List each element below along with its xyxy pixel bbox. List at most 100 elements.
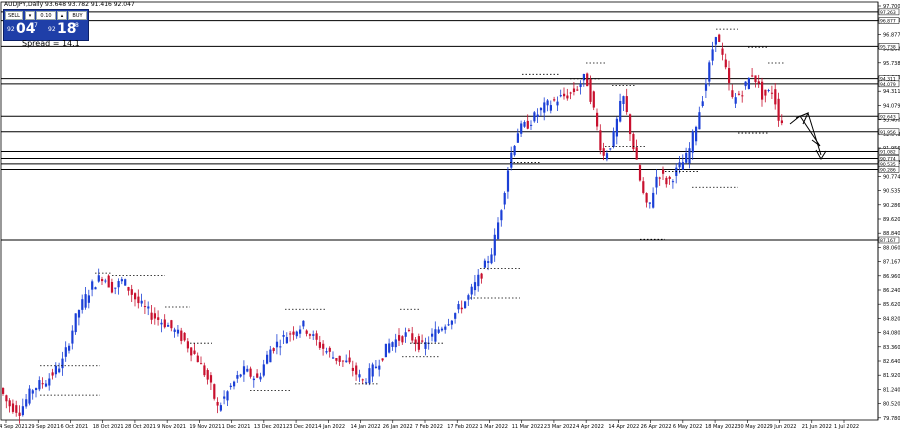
bearish-candle xyxy=(774,89,777,105)
bearish-candle xyxy=(127,287,130,291)
bearish-candle xyxy=(101,279,104,282)
bullish-candle xyxy=(325,351,328,353)
bullish-candle xyxy=(94,287,97,290)
bearish-candle xyxy=(589,79,592,102)
time-axis-label: 19 Nov 2021 xyxy=(189,424,221,430)
bearish-candle xyxy=(315,333,318,340)
bearish-candle xyxy=(398,335,401,341)
bearish-candle xyxy=(196,355,199,363)
bearish-candle xyxy=(586,73,589,87)
level-price-label: 90.774 xyxy=(880,156,896,162)
bullish-candle xyxy=(160,322,163,325)
bullish-candle xyxy=(332,357,335,359)
lot-size-input[interactable]: 0.10 xyxy=(36,11,56,20)
bearish-candle xyxy=(780,120,783,124)
bearish-candle xyxy=(728,68,731,83)
bearish-candle xyxy=(256,373,259,378)
bullish-candle xyxy=(246,368,249,372)
sell-price-main[interactable]: 04 xyxy=(16,21,36,37)
bearish-candle xyxy=(203,365,206,376)
bearish-candle xyxy=(668,176,671,179)
bullish-candle xyxy=(77,310,81,318)
bullish-candle xyxy=(378,365,381,370)
bullish-candle xyxy=(579,83,582,88)
lot-increase-button[interactable]: ▴ xyxy=(57,11,67,20)
bullish-candle xyxy=(25,399,28,407)
bullish-candle xyxy=(87,295,90,303)
bullish-candle xyxy=(457,304,460,310)
bullish-candle xyxy=(302,320,305,327)
bullish-candle xyxy=(64,347,67,357)
time-axis-label: 1 Jul 2022 xyxy=(834,424,859,430)
bearish-candle xyxy=(754,75,757,83)
arrow-head xyxy=(795,112,809,125)
plot-frame xyxy=(0,1,879,421)
bullish-candle xyxy=(431,333,434,337)
lot-decrease-button[interactable]: ▾ xyxy=(25,11,35,20)
bearish-candle xyxy=(5,395,8,402)
bullish-candle xyxy=(388,343,391,353)
bullish-candle xyxy=(44,383,48,387)
bearish-candle xyxy=(107,275,110,288)
level-price-label: 87.167 xyxy=(880,238,896,244)
price-axis-label: 90.286 xyxy=(883,203,900,209)
bullish-candle xyxy=(437,329,440,333)
bullish-candle xyxy=(266,354,269,364)
bullish-candle xyxy=(477,274,480,287)
level-price-label: 97.263 xyxy=(880,10,896,16)
bullish-candle xyxy=(744,81,747,87)
buy-price-prefix: 92 xyxy=(48,26,56,33)
bullish-candle xyxy=(671,181,675,183)
arrow-head xyxy=(815,149,827,160)
bearish-candle xyxy=(414,339,417,345)
time-axis-label: 6 May 2022 xyxy=(673,424,702,430)
buy-price-main[interactable]: 18 xyxy=(57,21,77,37)
level-price-label: 92.643 xyxy=(880,114,896,120)
projection-arrow-line[interactable] xyxy=(789,115,821,147)
bullish-candle xyxy=(454,313,457,319)
bearish-candle xyxy=(193,350,196,354)
bullish-candle xyxy=(97,275,100,282)
bearish-candle xyxy=(51,372,54,376)
bearish-candle xyxy=(18,412,21,416)
sell-price-prefix: 92 xyxy=(7,26,15,33)
bullish-candle xyxy=(91,281,94,290)
bearish-candle xyxy=(200,363,203,365)
bearish-candle xyxy=(662,169,665,174)
bullish-candle xyxy=(539,107,543,111)
bullish-candle xyxy=(533,112,536,122)
time-axis-label: 23 Mar 2022 xyxy=(544,424,576,430)
time-axis-label: 26 Jan 2022 xyxy=(383,424,413,430)
time-axis-label: 6 Oct 2021 xyxy=(60,424,88,430)
bearish-candle xyxy=(183,332,186,341)
time-axis-label: 11 Mar 2022 xyxy=(512,424,544,430)
level-price-label: 90.286 xyxy=(880,168,896,174)
price-axis-label: 86.240 xyxy=(883,288,900,294)
bullish-candle xyxy=(655,176,658,188)
bullish-candle xyxy=(619,100,622,122)
bearish-candle xyxy=(764,89,767,96)
bearish-candle xyxy=(318,342,321,348)
bearish-candle xyxy=(134,293,137,300)
sell-button[interactable]: SELL xyxy=(5,11,23,20)
bullish-candle xyxy=(38,380,41,390)
bearish-candle xyxy=(599,130,602,151)
bullish-candle xyxy=(678,162,681,168)
bearish-candle xyxy=(272,348,275,352)
bullish-candle xyxy=(74,313,77,333)
bullish-candle xyxy=(520,123,523,134)
price-axis-label: 83.360 xyxy=(883,345,900,351)
bullish-candle xyxy=(470,286,473,295)
bullish-candle xyxy=(345,360,348,363)
bullish-candle xyxy=(269,349,272,363)
bullish-candle xyxy=(503,192,506,205)
projection-arrow-line-2[interactable] xyxy=(807,112,822,156)
bearish-candle xyxy=(572,88,576,93)
buy-button[interactable]: BUY xyxy=(68,11,87,20)
bullish-candle xyxy=(500,210,503,221)
bullish-candle xyxy=(609,148,612,150)
level-price-label: 91.956 xyxy=(880,130,896,136)
bearish-candle xyxy=(553,99,556,101)
